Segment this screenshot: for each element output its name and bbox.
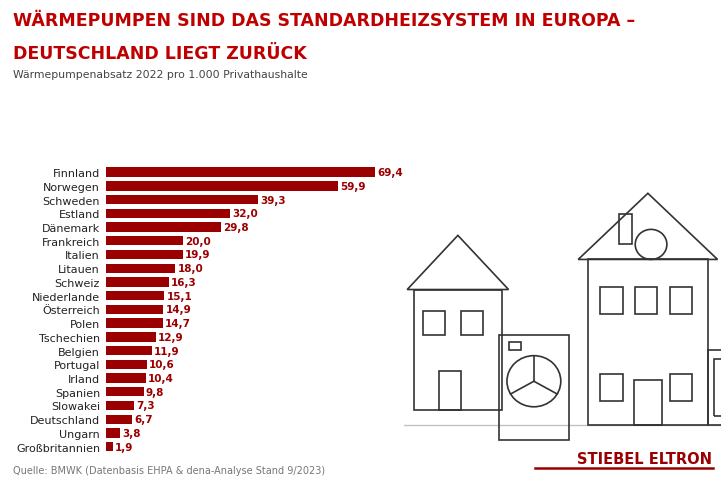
Text: 18,0: 18,0 <box>178 264 204 273</box>
Text: DEUTSCHLAND LIEGT ZURÜCK: DEUTSCHLAND LIEGT ZURÜCK <box>13 45 307 62</box>
Text: 10,4: 10,4 <box>149 373 174 383</box>
Bar <box>670 287 692 314</box>
Bar <box>106 168 375 178</box>
Bar <box>106 442 113 452</box>
Bar <box>106 360 147 369</box>
Bar <box>499 335 569 440</box>
Bar <box>601 287 622 314</box>
Text: WÄRMEPUMPEN SIND DAS STANDARDHEIZSYSTEM IN EUROPA –: WÄRMEPUMPEN SIND DAS STANDARDHEIZSYSTEM … <box>13 12 636 30</box>
Bar <box>106 196 258 205</box>
Bar <box>708 350 728 425</box>
Text: 29,8: 29,8 <box>223 223 249 232</box>
Text: 14,7: 14,7 <box>165 318 191 329</box>
Bar <box>670 374 692 401</box>
Text: 69,4: 69,4 <box>377 168 403 178</box>
Bar <box>106 278 169 287</box>
Bar <box>106 428 120 438</box>
Bar <box>601 374 622 401</box>
Text: 20,0: 20,0 <box>186 236 211 246</box>
Bar <box>509 343 521 350</box>
Text: 1,9: 1,9 <box>115 442 134 452</box>
Text: 12,9: 12,9 <box>158 332 183 342</box>
Text: 19,9: 19,9 <box>185 250 210 260</box>
Bar <box>106 209 230 219</box>
Bar <box>106 223 221 232</box>
Bar <box>714 359 728 416</box>
Text: 32,0: 32,0 <box>232 209 258 219</box>
Bar <box>106 264 175 273</box>
Bar <box>106 305 163 315</box>
Bar <box>106 374 146 383</box>
Text: Wärmepumpenabsatz 2022 pro 1.000 Privathaushalte: Wärmepumpenabsatz 2022 pro 1.000 Privath… <box>13 70 308 80</box>
Bar <box>106 237 183 246</box>
Text: 39,3: 39,3 <box>261 195 286 205</box>
Text: Quelle: BMWK (Datenbasis EHPA & dena-Analyse Stand 9/2023): Quelle: BMWK (Datenbasis EHPA & dena-Ana… <box>13 465 325 475</box>
Bar <box>106 182 338 191</box>
Text: 9,8: 9,8 <box>146 387 165 397</box>
Text: 16,3: 16,3 <box>171 277 197 287</box>
Bar <box>439 371 461 410</box>
Text: 10,6: 10,6 <box>149 360 175 370</box>
Text: 11,9: 11,9 <box>154 346 180 356</box>
Text: 3,8: 3,8 <box>122 428 141 438</box>
Bar <box>106 291 165 301</box>
Bar <box>636 287 657 314</box>
Text: STIEBEL ELTRON: STIEBEL ELTRON <box>577 451 712 466</box>
Bar <box>106 250 183 259</box>
Text: 7,3: 7,3 <box>136 401 155 410</box>
Text: 15,1: 15,1 <box>167 291 192 301</box>
Bar <box>106 346 151 356</box>
Bar <box>461 311 483 335</box>
Bar <box>106 387 143 396</box>
Text: 6,7: 6,7 <box>134 414 153 424</box>
Bar <box>633 380 662 425</box>
Bar <box>106 401 134 410</box>
Text: 59,9: 59,9 <box>341 182 366 192</box>
Text: 14,9: 14,9 <box>166 305 191 315</box>
Bar <box>106 319 162 328</box>
Bar <box>423 311 446 335</box>
Bar <box>106 415 132 424</box>
Bar <box>106 333 156 342</box>
